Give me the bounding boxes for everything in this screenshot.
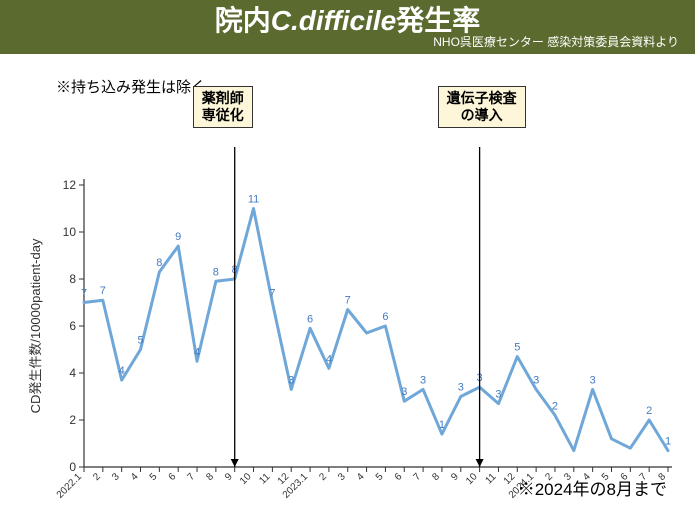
- x-tick-label: 6: [167, 471, 179, 483]
- x-tick-label: 8: [204, 471, 216, 483]
- point-label: 3: [458, 382, 464, 394]
- note-bottom: ※2024年の8月まで: [518, 475, 667, 500]
- y-tick-label: 2: [69, 413, 76, 427]
- callout-line-text: 薬剤師: [202, 90, 244, 106]
- x-tick-label: 11: [483, 471, 498, 486]
- point-label: 8: [156, 257, 162, 269]
- point-label: 7: [269, 288, 275, 300]
- point-label: 3: [533, 374, 539, 386]
- title-suffix: 発生率: [396, 5, 480, 36]
- x-tick-label: 7: [412, 471, 424, 483]
- callout-line-text: 遺伝子検査: [447, 90, 517, 106]
- x-tick-label: 4: [355, 471, 367, 483]
- data-line: [84, 209, 668, 451]
- note-top: ※持ち込み発生は除く: [56, 76, 695, 97]
- callout-line-text: 専従化: [202, 107, 244, 123]
- point-label: 11: [248, 194, 259, 206]
- point-label: 6: [382, 311, 388, 323]
- point-label: 7: [345, 295, 351, 307]
- callout-box: 遺伝子検査の導入: [438, 86, 526, 128]
- chart-header: 院内C.difficile発生率 NHO呉医療センター 感染対策委員会資料より: [0, 0, 695, 54]
- point-label: 9: [175, 231, 181, 243]
- chart-area: ※持ち込み発生は除く 024681012CD発生件数/10000patient-…: [0, 76, 695, 506]
- point-label: 3: [420, 374, 426, 386]
- point-label: 5: [137, 335, 143, 347]
- y-tick-label: 4: [69, 366, 76, 380]
- point-label: 1: [439, 419, 445, 431]
- x-tick-label: 6: [393, 471, 405, 483]
- x-tick-label: 5: [148, 471, 160, 483]
- x-tick-label: 10: [464, 471, 480, 487]
- point-label: 1: [665, 436, 671, 448]
- point-label: 3: [288, 374, 294, 386]
- point-label: 4: [326, 353, 332, 365]
- callout-line-text: の導入: [461, 107, 503, 123]
- x-tick-label: 2: [317, 471, 329, 483]
- callout-box: 薬剤師専従化: [193, 86, 253, 128]
- x-tick-label: 10: [238, 471, 254, 487]
- x-tick-label: 11: [257, 471, 272, 486]
- arrowhead-icon: [231, 459, 239, 467]
- x-tick-label: 7: [185, 471, 197, 483]
- title-prefix: 院内: [215, 5, 271, 36]
- point-label: 2: [552, 400, 558, 412]
- point-label: 3: [401, 386, 407, 398]
- x-tick-label: 9: [449, 471, 461, 483]
- point-label: 7: [100, 285, 106, 297]
- x-tick-label: 3: [110, 471, 122, 483]
- title-italic: C.difficile: [271, 5, 397, 36]
- x-tick-label: 3: [336, 471, 348, 483]
- arrowhead-icon: [476, 459, 484, 467]
- point-label: 4: [194, 346, 200, 358]
- point-label: 3: [495, 389, 501, 401]
- line-chart: 024681012CD発生件数/10000patient-day2022.123…: [0, 97, 695, 527]
- point-label: 5: [514, 342, 520, 354]
- x-tick-label: 9: [223, 471, 235, 483]
- x-tick-label: 8: [430, 471, 442, 483]
- x-tick-label: 2022.1: [55, 471, 85, 501]
- point-label: 2: [646, 405, 652, 417]
- y-tick-label: 12: [63, 178, 77, 192]
- point-label: 4: [119, 365, 125, 377]
- y-tick-label: 8: [69, 272, 76, 286]
- point-label: 3: [590, 374, 596, 386]
- chart-subtitle: NHO呉医療センター 感染対策委員会資料より: [433, 33, 679, 50]
- y-tick-label: 6: [69, 319, 76, 333]
- x-tick-label: 2: [91, 471, 103, 483]
- y-tick-label: 10: [63, 225, 77, 239]
- x-tick-label: 4: [129, 471, 141, 483]
- y-axis-label: CD発生件数/10000patient-day: [28, 238, 43, 413]
- point-label: 6: [307, 313, 313, 325]
- point-label: 7: [81, 288, 87, 300]
- point-label: 8: [213, 266, 219, 278]
- x-tick-label: 5: [374, 471, 386, 483]
